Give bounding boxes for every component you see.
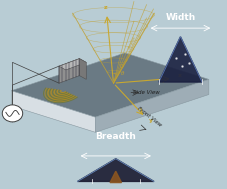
Polygon shape (159, 37, 202, 82)
Polygon shape (78, 159, 154, 181)
Polygon shape (59, 90, 66, 93)
Text: Width: Width (165, 13, 196, 22)
Polygon shape (52, 89, 72, 98)
Text: Breadth: Breadth (95, 132, 136, 141)
Circle shape (2, 105, 23, 122)
Text: droplet: droplet (127, 35, 137, 50)
Polygon shape (59, 59, 79, 83)
Text: Front View: Front View (136, 106, 162, 128)
Polygon shape (110, 171, 121, 183)
Polygon shape (47, 88, 75, 101)
Polygon shape (49, 89, 74, 100)
Text: D: D (119, 64, 123, 69)
Text: $\theta$: $\theta$ (120, 69, 126, 77)
Polygon shape (58, 90, 67, 94)
Polygon shape (59, 59, 86, 70)
Polygon shape (95, 79, 209, 132)
Polygon shape (56, 90, 69, 95)
Polygon shape (50, 89, 73, 99)
Text: z: z (104, 5, 107, 9)
Polygon shape (79, 59, 86, 79)
Polygon shape (11, 53, 209, 117)
Text: Side View: Side View (133, 90, 160, 94)
Text: x: x (178, 74, 182, 78)
Polygon shape (45, 88, 76, 102)
Text: y: y (149, 118, 153, 123)
Polygon shape (55, 90, 70, 96)
Polygon shape (53, 89, 71, 97)
Polygon shape (11, 91, 95, 132)
